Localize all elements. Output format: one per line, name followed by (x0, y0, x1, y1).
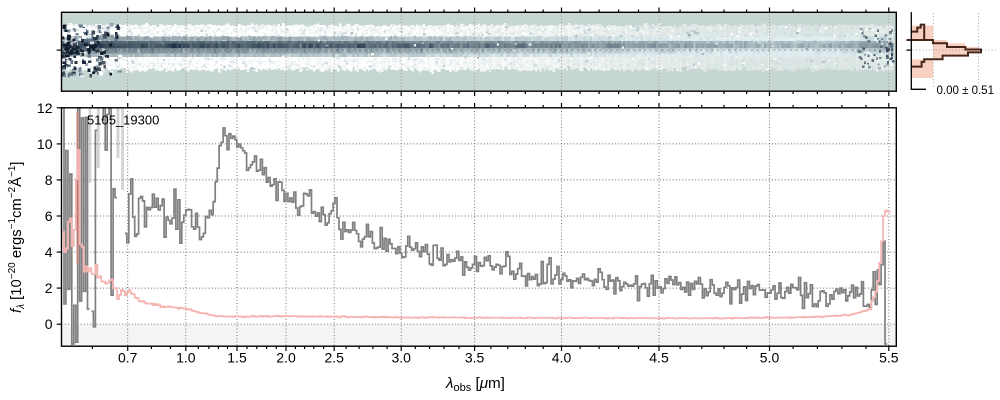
svg-text:1.5: 1.5 (227, 350, 247, 366)
svg-text:5105_19300: 5105_19300 (87, 113, 159, 128)
svg-text:6: 6 (45, 208, 53, 224)
svg-text:0.00 ± 0.51: 0.00 ± 0.51 (937, 85, 994, 97)
svg-text:3.0: 3.0 (391, 350, 411, 366)
svg-text:5.0: 5.0 (760, 350, 780, 366)
svg-text:λobs [μm]: λobs [μm] (445, 375, 505, 394)
svg-text:8: 8 (45, 172, 53, 188)
svg-text:2.5: 2.5 (324, 350, 344, 366)
svg-text:3.5: 3.5 (465, 350, 485, 366)
svg-text:4.5: 4.5 (649, 350, 669, 366)
svg-text:12: 12 (37, 100, 53, 116)
svg-text:4: 4 (45, 244, 53, 260)
svg-text:0: 0 (45, 316, 53, 332)
svg-text:fλ [10−20 ergs−1cm−2Å−1]: fλ [10−20 ergs−1cm−2Å−1] (7, 161, 27, 313)
svg-text:1.0: 1.0 (176, 350, 196, 366)
svg-text:0.7: 0.7 (118, 350, 138, 366)
svg-text:5.5: 5.5 (879, 350, 899, 366)
svg-text:10: 10 (37, 136, 53, 152)
svg-text:2.0: 2.0 (276, 350, 296, 366)
svg-text:2: 2 (45, 280, 53, 296)
svg-text:4.0: 4.0 (552, 350, 572, 366)
